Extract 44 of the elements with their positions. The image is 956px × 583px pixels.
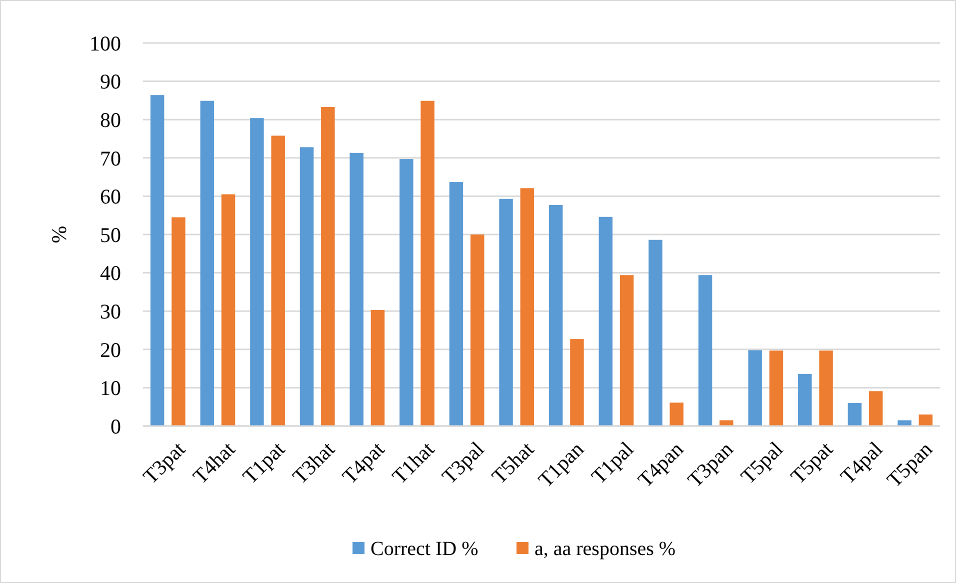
y-tick-label: 100	[90, 31, 121, 56]
y-tick-label: 10	[100, 376, 121, 400]
y-axis-title: %	[47, 226, 71, 244]
bar	[172, 217, 186, 426]
y-tick-label: 30	[100, 299, 121, 324]
bar	[370, 310, 385, 426]
bar	[769, 350, 784, 426]
bar	[918, 414, 933, 426]
bar	[350, 152, 364, 426]
bar	[798, 374, 812, 426]
bar	[819, 350, 833, 426]
y-tick-label: 90	[100, 70, 121, 94]
bar	[271, 136, 285, 426]
bar	[470, 234, 484, 426]
bar	[848, 403, 862, 426]
bar	[300, 147, 314, 426]
bar	[150, 95, 164, 426]
bar	[670, 402, 684, 426]
y-tick-label: 0	[110, 414, 121, 438]
y-tick-label: 40	[100, 261, 121, 286]
bar	[420, 100, 434, 426]
bar	[648, 240, 662, 426]
bar	[449, 182, 464, 426]
bar	[200, 100, 214, 426]
y-tick-label: 50	[100, 222, 121, 247]
y-tick-label: 20	[100, 338, 121, 362]
bar	[598, 216, 613, 426]
bar	[499, 198, 513, 426]
y-tick-label: 60	[100, 184, 121, 209]
bar	[698, 275, 712, 426]
bar	[868, 391, 883, 426]
legend-label: Correct ID %	[370, 538, 478, 560]
bar	[620, 275, 634, 426]
bar	[570, 339, 584, 426]
bar	[321, 106, 335, 426]
bar	[400, 159, 414, 426]
y-tick-label: 70	[100, 146, 121, 170]
legend-label: a, aa responses %	[534, 538, 676, 560]
bar	[520, 188, 534, 426]
bar	[548, 205, 563, 426]
bar	[748, 350, 762, 426]
bar	[221, 194, 236, 426]
bar	[250, 118, 264, 426]
y-tick-label: 80	[100, 108, 121, 132]
